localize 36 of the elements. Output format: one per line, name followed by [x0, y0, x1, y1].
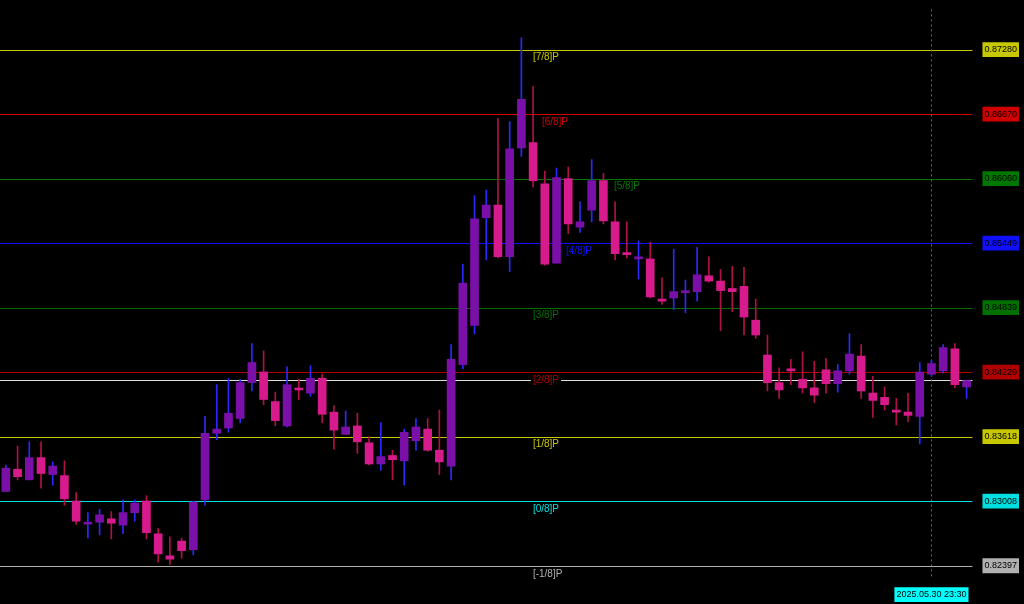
ref-line-label: [1/8]P — [532, 438, 560, 450]
candlestick — [481, 189, 491, 261]
ref-line-label: [3/8]P — [532, 309, 560, 321]
y-tick-label: 0.84839 — [984, 302, 1018, 313]
candlestick — [727, 265, 737, 313]
candlestick — [891, 398, 901, 426]
y-tick-label: 0.83618 — [984, 431, 1018, 442]
candlestick — [786, 358, 796, 386]
candlestick — [106, 511, 116, 540]
ref-line-label: [7/8]P — [532, 51, 560, 63]
y-tick-label: 0.82397 — [984, 560, 1018, 571]
y-tick-label: 0.85449 — [984, 237, 1018, 248]
ref-line-label: [4/8]P — [565, 244, 593, 256]
candlestick — [212, 384, 222, 440]
candlestick — [376, 422, 386, 471]
candlestick — [774, 367, 784, 399]
y-tick-label: 0.84229 — [984, 366, 1018, 377]
ref-line-label: [0/8]P — [532, 502, 560, 514]
ref-line-label: [2/8]P — [532, 373, 560, 385]
candlestick — [704, 256, 714, 283]
candlestick — [669, 249, 679, 310]
y-tick-label: 0.87280 — [984, 44, 1018, 55]
candlestick — [657, 277, 667, 305]
candlestick — [809, 361, 819, 403]
candlestick — [903, 392, 913, 423]
candlestick — [868, 375, 878, 418]
candlestick — [575, 201, 585, 233]
ref-line-label: [5/8]P — [613, 180, 641, 192]
candlestick — [622, 221, 632, 259]
y-tick-label: 0.83008 — [984, 495, 1018, 506]
ref-line-label: [6/8]P — [541, 115, 569, 127]
y-tick-label: 0.86670 — [984, 108, 1018, 119]
candlestick — [83, 512, 93, 539]
ref-line-label: [-1/8]P — [532, 567, 563, 579]
y-tick-label: 0.86060 — [984, 173, 1018, 184]
x-tick-label: 2025.05.30 23:30 — [896, 589, 967, 600]
